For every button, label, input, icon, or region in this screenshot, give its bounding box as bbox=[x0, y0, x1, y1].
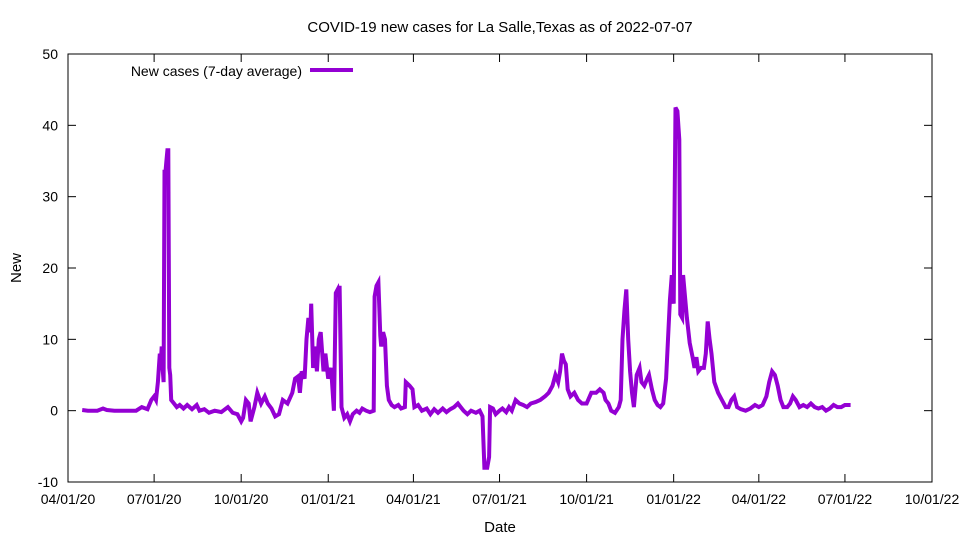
x-tick-label: 07/01/21 bbox=[472, 491, 527, 507]
x-tick-label: 01/01/22 bbox=[646, 491, 701, 507]
y-tick-label: -10 bbox=[38, 474, 58, 490]
x-tick-label: 10/01/21 bbox=[559, 491, 614, 507]
x-tick-label: 04/01/22 bbox=[732, 491, 787, 507]
y-tick-label: 10 bbox=[42, 331, 58, 347]
x-tick-label: 10/01/20 bbox=[214, 491, 269, 507]
x-tick-label: 10/01/22 bbox=[905, 491, 960, 507]
x-tick-label: 04/01/20 bbox=[41, 491, 96, 507]
plot-frame bbox=[67, 53, 933, 483]
series-group bbox=[81, 106, 851, 470]
y-tick-label: 40 bbox=[42, 117, 58, 133]
y-tick-label: 20 bbox=[42, 260, 58, 276]
x-tick-label: 07/01/20 bbox=[127, 491, 182, 507]
y-tick-label: 30 bbox=[42, 189, 58, 205]
x-tick-label: 01/01/21 bbox=[301, 491, 356, 507]
legend: New cases (7-day average) bbox=[131, 63, 353, 79]
x-tick-label: 04/01/21 bbox=[386, 491, 441, 507]
y-tick-label: 0 bbox=[50, 403, 58, 419]
x-axis-title: Date bbox=[484, 519, 516, 536]
y-axis-title: New bbox=[8, 253, 25, 283]
y-tick-label: 50 bbox=[42, 46, 58, 62]
legend-label: New cases (7-day average) bbox=[131, 63, 302, 79]
chart-title: COVID-19 new cases for La Salle,Texas as… bbox=[307, 19, 692, 36]
axis-ticks: -10 0 10 20 30 40 50 04/01/20 07/01/20 10/01/20 01… bbox=[38, 46, 960, 507]
series-line-new-cases bbox=[81, 106, 851, 470]
x-tick-label: 07/01/22 bbox=[818, 491, 873, 507]
